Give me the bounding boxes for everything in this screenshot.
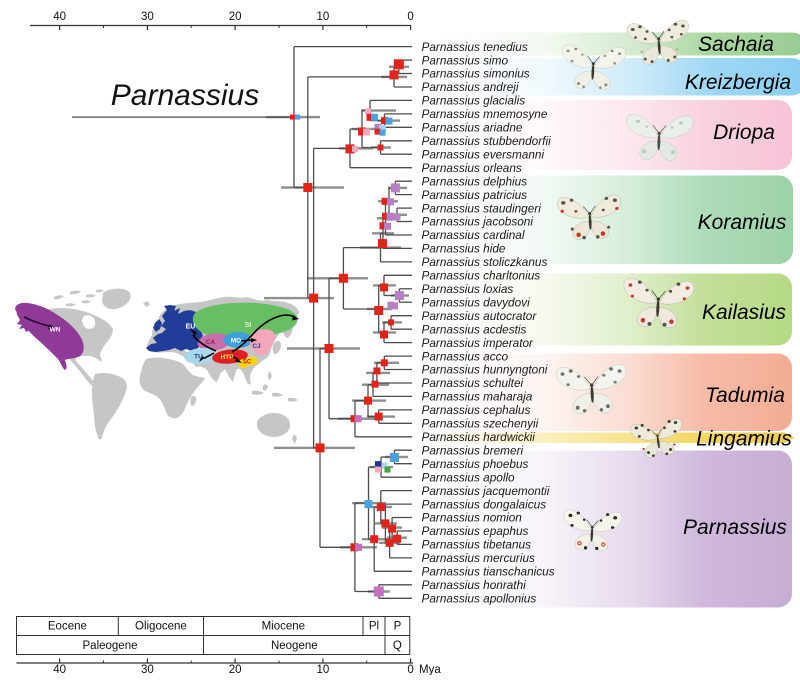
svg-text:40: 40 [53, 11, 66, 23]
svg-text:Parnassius tenedius: Parnassius tenedius [422, 40, 528, 54]
svg-text:Kailasius: Kailasius [702, 301, 787, 324]
svg-text:Parnassius bremeri: Parnassius bremeri [422, 443, 524, 457]
svg-text:Parnassius eversmanni: Parnassius eversmanni [422, 147, 545, 161]
svg-text:Parnassius hide: Parnassius hide [422, 242, 506, 256]
svg-text:Parnassius maharaja: Parnassius maharaja [422, 390, 533, 404]
svg-text:Paleogene: Paleogene [83, 640, 138, 652]
svg-text:Parnassius staudingeri: Parnassius staudingeri [422, 201, 542, 215]
svg-text:SI: SI [245, 322, 252, 329]
svg-text:Parnassius hunnyngtoni: Parnassius hunnyngtoni [422, 363, 548, 377]
svg-text:MO: MO [231, 338, 241, 345]
svg-text:Parnassius mnemosyne: Parnassius mnemosyne [422, 107, 548, 121]
svg-text:20: 20 [229, 11, 242, 23]
svg-text:0: 0 [407, 664, 413, 675]
svg-text:EU: EU [186, 324, 196, 331]
svg-text:Parnassius nomion: Parnassius nomion [422, 511, 523, 525]
svg-text:Parnassius delphius: Parnassius delphius [422, 174, 528, 188]
svg-text:Parnassius phoebus: Parnassius phoebus [422, 457, 529, 471]
svg-text:HTP: HTP [221, 354, 235, 361]
svg-text:Parnassius loxias: Parnassius loxias [422, 282, 514, 296]
svg-text:Parnassius tianschanicus: Parnassius tianschanicus [422, 565, 555, 579]
svg-text:Oligocene: Oligocene [135, 621, 187, 633]
svg-text:40: 40 [53, 664, 66, 675]
svg-text:Parnassius dongalaicus: Parnassius dongalaicus [422, 497, 547, 511]
svg-text:Koramius: Koramius [698, 211, 787, 234]
svg-text:CA: CA [206, 339, 216, 346]
svg-text:Parnassius apollonius: Parnassius apollonius [422, 592, 537, 606]
svg-text:Parnassius honrathi: Parnassius honrathi [422, 578, 527, 592]
svg-text:Parnassius acdestis: Parnassius acdestis [422, 322, 527, 336]
svg-text:Parnassius davydovi: Parnassius davydovi [422, 295, 531, 309]
svg-text:Mya: Mya [419, 664, 441, 675]
svg-text:Parnassius imperator: Parnassius imperator [422, 336, 535, 350]
svg-text:Pl: Pl [369, 621, 379, 633]
svg-text:Parnassius stubbendorfii: Parnassius stubbendorfii [422, 134, 552, 148]
svg-text:WN: WN [50, 327, 61, 334]
svg-text:Parnassius epaphus: Parnassius epaphus [422, 524, 529, 538]
svg-text:TU: TU [194, 354, 203, 361]
svg-text:Parnassius simo: Parnassius simo [422, 53, 509, 67]
svg-text:Parnassius charltonius: Parnassius charltonius [422, 269, 541, 283]
svg-text:Parnassius schultei: Parnassius schultei [422, 376, 524, 390]
svg-text:Parnassius jacobsoni: Parnassius jacobsoni [422, 215, 534, 229]
svg-text:Parnassius patricius: Parnassius patricius [422, 188, 528, 202]
svg-text:Parnassius mercurius: Parnassius mercurius [422, 551, 536, 565]
svg-text:Parnassius acco: Parnassius acco [422, 349, 509, 363]
svg-text:Driopa: Driopa [713, 121, 775, 144]
svg-text:0: 0 [407, 11, 413, 23]
svg-text:Parnassius cephalus: Parnassius cephalus [422, 403, 531, 417]
svg-text:SC: SC [243, 360, 252, 366]
svg-text:30: 30 [141, 11, 154, 23]
svg-text:Parnassius stoliczkanus: Parnassius stoliczkanus [422, 255, 548, 269]
svg-text:Parnassius autocrator: Parnassius autocrator [422, 309, 538, 323]
svg-text:Parnassius apollo: Parnassius apollo [422, 470, 516, 484]
svg-text:Parnassius: Parnassius [111, 79, 259, 112]
svg-text:Lingamius: Lingamius [696, 428, 792, 451]
svg-text:Parnassius: Parnassius [683, 516, 787, 539]
svg-text:Parnassius hardwickii: Parnassius hardwickii [422, 430, 536, 444]
svg-text:30: 30 [141, 664, 154, 675]
svg-text:10: 10 [317, 664, 330, 675]
svg-text:Q: Q [393, 640, 402, 652]
svg-text:CJ: CJ [252, 343, 261, 350]
svg-text:Parnassius glacialis: Parnassius glacialis [422, 94, 526, 108]
svg-text:Parnassius ariadne: Parnassius ariadne [422, 121, 523, 135]
svg-text:Sachaia: Sachaia [698, 33, 774, 56]
svg-text:Parnassius cardinal: Parnassius cardinal [422, 228, 525, 242]
svg-text:Eocene: Eocene [48, 621, 87, 633]
svg-text:Parnassius simonius: Parnassius simonius [422, 67, 530, 81]
svg-text:P: P [394, 621, 402, 633]
svg-text:Parnassius andreji: Parnassius andreji [422, 80, 519, 94]
svg-text:Parnassius orleans: Parnassius orleans [422, 161, 522, 175]
svg-text:Parnassius tibetanus: Parnassius tibetanus [422, 538, 532, 552]
svg-text:Parnassius szechenyii: Parnassius szechenyii [422, 417, 539, 431]
svg-text:Kreizbergia: Kreizbergia [685, 71, 791, 94]
svg-text:Parnassius jacquemontii: Parnassius jacquemontii [422, 484, 550, 498]
svg-text:10: 10 [317, 11, 330, 23]
svg-text:Neogene: Neogene [271, 640, 318, 652]
svg-text:Miocene: Miocene [262, 621, 305, 633]
svg-text:20: 20 [229, 664, 242, 675]
svg-text:Tadumia: Tadumia [705, 384, 785, 407]
